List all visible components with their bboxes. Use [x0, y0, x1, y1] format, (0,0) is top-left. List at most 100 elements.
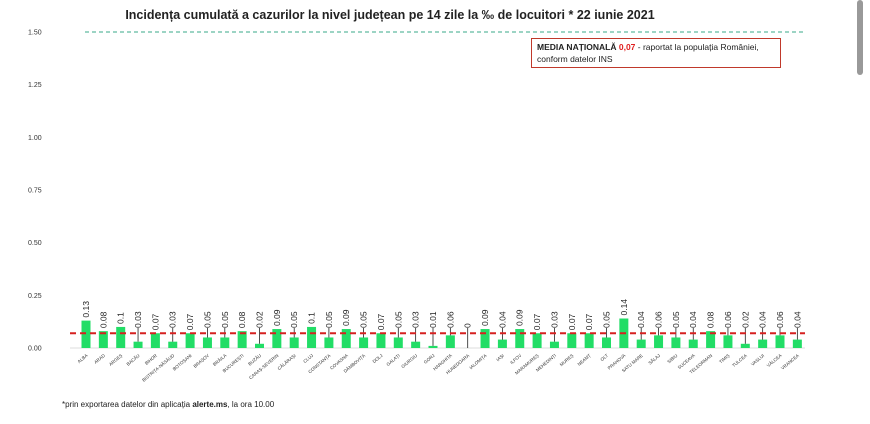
category-label: ARGEȘ: [108, 353, 123, 367]
bar: [185, 333, 195, 348]
bar: [480, 329, 490, 348]
value-label: 0.08: [98, 311, 108, 328]
bar: [237, 331, 247, 348]
value-label: 0.09: [480, 309, 490, 326]
bar: [393, 337, 403, 348]
bar: [168, 341, 178, 348]
category-label: TIMIȘ: [718, 353, 730, 365]
category-label: GALAȚI: [385, 353, 400, 367]
category-label: CLUJ: [302, 353, 314, 364]
bar: [289, 337, 299, 348]
value-label: 0.03: [168, 311, 178, 328]
bar: [515, 329, 525, 348]
value-label: 0.04: [497, 311, 507, 328]
bar: [567, 333, 577, 348]
value-label: 0.05: [220, 311, 230, 328]
bar: [532, 333, 542, 348]
category-label: TULCEA: [731, 353, 748, 368]
category-label: BRĂILA: [211, 352, 227, 367]
bar: [116, 326, 126, 348]
category-label: ALBA: [77, 353, 89, 364]
note-label: MEDIA NAȚIONALĂ: [537, 42, 617, 52]
category-label: ARAD: [93, 352, 106, 364]
category-label: OLT: [599, 353, 609, 362]
value-label: 0.02: [255, 311, 265, 328]
category-label: DOLJ: [372, 353, 384, 364]
note-value: 0,07: [618, 42, 636, 52]
category-label: BISTRIȚA-NĂSĂUD: [140, 352, 175, 383]
bar: [150, 333, 160, 348]
y-tick-label: 1.50: [28, 30, 42, 37]
value-label: 0.07: [567, 313, 577, 330]
bar: [792, 339, 802, 348]
value-label: 0.05: [289, 311, 299, 328]
value-label: 0.1: [116, 312, 126, 324]
bar: [775, 335, 785, 348]
category-label: BIHOR: [144, 352, 159, 365]
value-label: 0.13: [81, 301, 91, 318]
footnote-prefix: *prin exportarea datelor din aplicația: [62, 400, 193, 409]
value-label: 0.07: [150, 313, 160, 330]
bar: [445, 335, 455, 348]
value-label: 0.01: [428, 311, 438, 328]
bar: [324, 337, 334, 348]
value-label: 0.05: [602, 311, 612, 328]
category-label: SIBIU: [666, 353, 678, 364]
category-label: IALOMIȚA: [468, 353, 487, 370]
y-tick-label: 1.00: [28, 135, 42, 142]
footnote-suffix: , la ora 10.00: [227, 400, 275, 409]
bar: [359, 337, 369, 348]
value-label: 0.06: [654, 311, 664, 328]
value-label: 0.05: [671, 311, 681, 328]
category-label: ILFOV: [509, 353, 522, 365]
value-label: 0.02: [740, 311, 750, 328]
category-label: BRAȘOV: [193, 353, 211, 369]
value-label: 0.04: [792, 311, 802, 328]
scrollbar[interactable]: [857, 0, 863, 75]
value-label: 0.08: [706, 311, 716, 328]
value-label: 0.07: [532, 313, 542, 330]
value-label: 0.04: [688, 311, 698, 328]
value-label: 0.03: [411, 311, 421, 328]
note-text: - raportat la populația României, confor…: [537, 42, 759, 64]
value-label: 0.05: [393, 311, 403, 328]
bar: [654, 335, 664, 348]
value-label: 0.06: [445, 311, 455, 328]
value-label: 0.08: [237, 311, 247, 328]
bar: [740, 343, 750, 348]
value-label: 0.03: [549, 311, 559, 328]
value-label: 0.09: [515, 309, 525, 326]
bar: [133, 341, 143, 348]
bar: [549, 341, 559, 348]
value-label: 0.05: [324, 311, 334, 328]
category-label: SĂLAJ: [647, 352, 661, 365]
national-average-note: MEDIA NAȚIONALĂ 0,07 - raportat la popul…: [531, 38, 781, 68]
value-label: 0.09: [341, 309, 351, 326]
value-label: 0.04: [636, 311, 646, 328]
value-label: 0.06: [775, 311, 785, 328]
category-label: BUZĂU: [247, 352, 263, 366]
bar: [723, 335, 733, 348]
bar: [497, 339, 507, 348]
bar: [307, 326, 317, 348]
category-label: MUREȘ: [559, 353, 575, 367]
category-label: GIURGIU: [400, 353, 418, 369]
category-label: BACĂU: [125, 352, 141, 367]
value-label: 0.05: [202, 311, 212, 328]
bar: [341, 329, 351, 348]
value-label: 0.07: [376, 313, 386, 330]
value-label: 0.14: [619, 299, 629, 316]
bar: [706, 331, 716, 348]
value-label: 0.07: [584, 313, 594, 330]
category-label: BOTOȘANI: [172, 353, 193, 372]
category-label: VASLUI: [750, 353, 765, 367]
bar: [758, 339, 768, 348]
value-label: 0.09: [272, 309, 282, 326]
bar: [98, 331, 108, 348]
y-tick-label: 0.00: [28, 346, 42, 353]
bar: [202, 337, 212, 348]
bar: [671, 337, 681, 348]
category-label: GORJ: [423, 353, 436, 365]
bar: [584, 333, 594, 348]
bar: [602, 337, 611, 348]
